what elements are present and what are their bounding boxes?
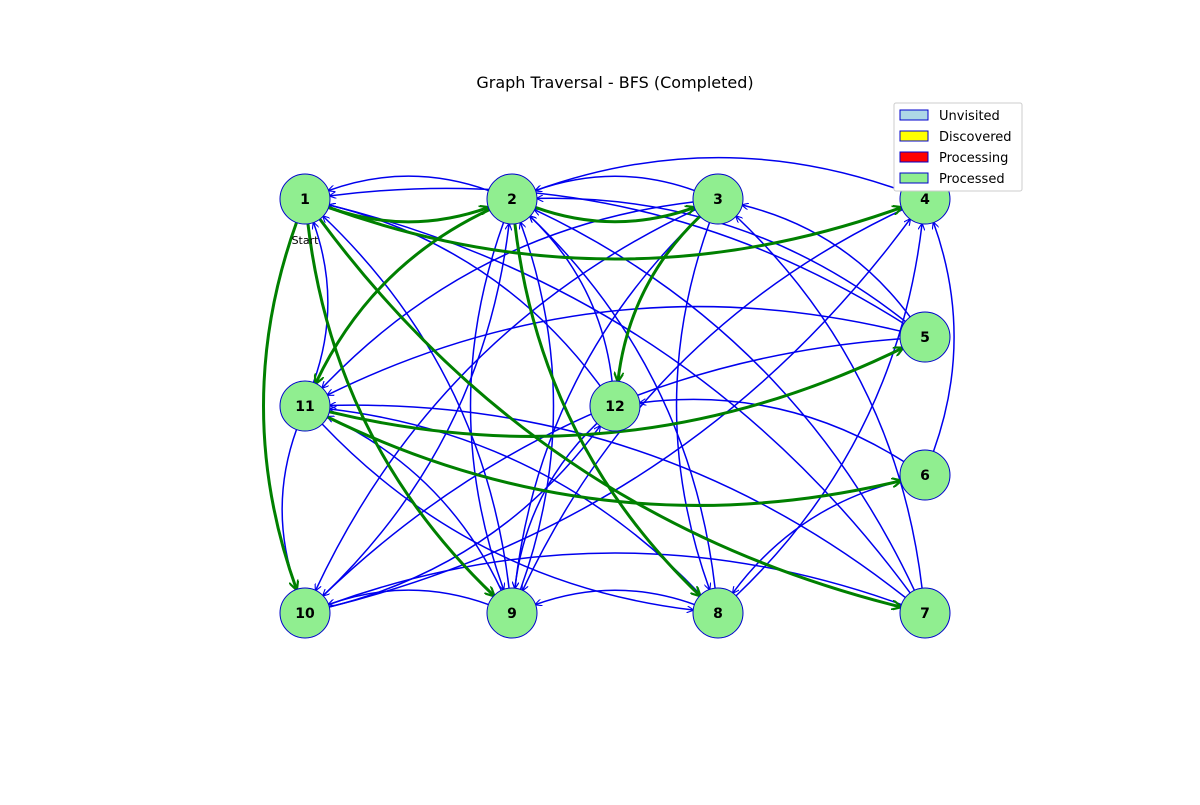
node-label: 2 — [507, 192, 517, 208]
edge-9-2 — [520, 223, 555, 590]
tree-edge-1-10 — [262, 222, 297, 590]
node-11: 11 — [279, 380, 331, 432]
edge-9-1 — [323, 216, 510, 589]
edge-9-10 — [329, 589, 489, 604]
edge-7-10 — [329, 552, 902, 605]
edge-7-1 — [329, 205, 911, 594]
node-2: 2 — [486, 173, 538, 225]
node-8: 8 — [692, 587, 744, 639]
edge-7-2 — [535, 210, 916, 591]
legend-swatch — [899, 130, 929, 142]
node-1: 1 — [279, 173, 331, 225]
edge-6-12 — [640, 399, 905, 463]
edge-4-2 — [536, 156, 902, 191]
node-6: 6 — [899, 449, 951, 501]
edge-3-10 — [316, 208, 696, 591]
node-label: 1 — [300, 192, 310, 208]
node-label: 6 — [920, 468, 930, 484]
legend: Unvisited Discovered Processing Processe… — [893, 102, 1023, 192]
diagram-title: Graph Traversal - BFS (Completed) — [476, 73, 753, 92]
node-label: 7 — [920, 606, 930, 622]
edge-3-2 — [536, 175, 695, 190]
edge-5-10 — [323, 338, 901, 596]
edge-8-4 — [735, 224, 922, 597]
edge-5-11 — [327, 305, 901, 395]
node-label: 11 — [295, 399, 314, 415]
node-label: 10 — [295, 606, 315, 622]
node-circle — [899, 311, 951, 363]
node-12: 12 — [589, 380, 641, 432]
node-circle — [692, 587, 744, 639]
edge-5-2 — [537, 198, 906, 323]
legend-label: Unvisited — [939, 109, 1000, 124]
node-circle — [279, 380, 331, 432]
node-9: 9 — [486, 587, 538, 639]
edge-7-3 — [736, 216, 923, 589]
node-label: 4 — [920, 192, 930, 208]
tree-edge-11-5 — [328, 348, 902, 438]
node-7: 7 — [899, 587, 951, 639]
legend-item-processed: Processed — [899, 172, 1005, 187]
edge-2-9 — [469, 222, 504, 590]
node-circle — [899, 587, 951, 639]
legend-swatch — [899, 172, 929, 184]
legend-label: Processing — [939, 151, 1008, 166]
edge-2-1 — [329, 175, 489, 190]
tree-edge-2-3 — [535, 207, 695, 224]
edge-8-9 — [536, 589, 695, 604]
edge-10-12 — [329, 426, 600, 608]
node-label: 8 — [713, 606, 723, 622]
legend-item-discovered: Discovered — [899, 130, 1012, 145]
edge-10-4 — [329, 219, 910, 608]
edge-6-4 — [933, 223, 955, 452]
tree-edge-2-11 — [316, 208, 491, 384]
edge-3-8 — [675, 222, 710, 590]
edge-4-9 — [523, 208, 903, 591]
node-label: 3 — [713, 192, 723, 208]
edge-6-8 — [733, 480, 901, 593]
edge-11-1 — [313, 223, 329, 383]
legend-swatch — [899, 109, 929, 121]
node-circle — [279, 587, 331, 639]
legend-item-processing: Processing — [899, 151, 1008, 166]
edge-12-2 — [530, 216, 613, 382]
node-10: 10 — [279, 587, 331, 639]
edge-5-1 — [330, 187, 905, 325]
legend-label: Discovered — [939, 130, 1012, 145]
node-5: 5 — [899, 311, 951, 363]
tree-edge-3-12 — [618, 215, 701, 381]
node-circle — [899, 449, 951, 501]
tree-edge-1-9 — [306, 223, 494, 596]
edge-10-2 — [322, 224, 509, 597]
node-circle — [589, 380, 641, 432]
tree-edge-1-4 — [328, 207, 902, 261]
legend-item-unvisited: Unvisited — [899, 109, 1000, 124]
tree-edge-11-6 — [326, 415, 900, 507]
node-label: 5 — [920, 330, 930, 346]
legend-label: Processed — [939, 172, 1005, 187]
tree-edge-1-7 — [318, 218, 901, 607]
legend-box — [893, 102, 1023, 192]
node-label: 9 — [507, 606, 517, 622]
node-circle — [486, 587, 538, 639]
edge-7-11 — [330, 405, 906, 599]
node-3: 3 — [692, 173, 744, 225]
node-circle — [279, 173, 331, 225]
tree-edge-2-8 — [513, 223, 700, 596]
node-circle — [486, 173, 538, 225]
tree-edges-layer — [262, 207, 903, 607]
edge-5-3 — [742, 205, 911, 318]
start-label: Start — [292, 234, 320, 247]
legend-swatch — [899, 151, 929, 163]
node-circle — [692, 173, 744, 225]
edge-11-8 — [321, 423, 693, 610]
node-label: 12 — [605, 399, 624, 415]
